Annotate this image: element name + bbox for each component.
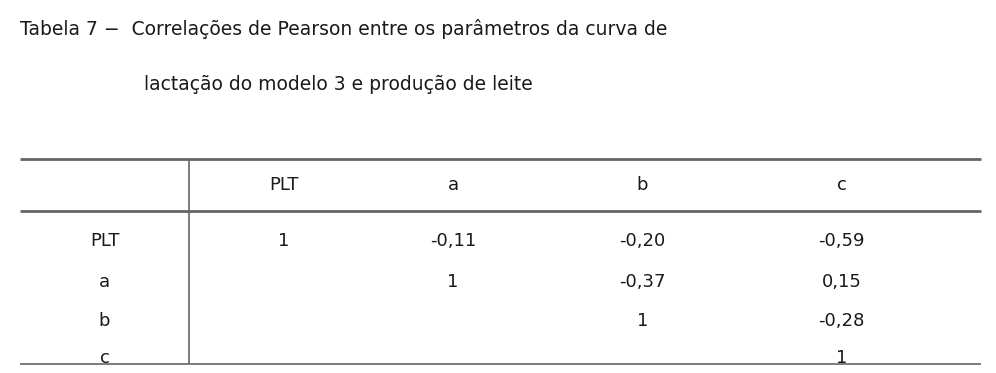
Text: PLT: PLT: [269, 176, 299, 194]
Text: a: a: [99, 273, 111, 291]
Text: -0,59: -0,59: [819, 232, 865, 250]
Text: 0,15: 0,15: [822, 273, 862, 291]
Text: Tabela 7 −  Correlações de Pearson entre os parâmetros da curva de: Tabela 7 − Correlações de Pearson entre …: [20, 19, 667, 39]
Text: c: c: [100, 349, 110, 367]
Text: PLT: PLT: [90, 232, 120, 250]
Text: lactação do modelo 3 e produção de leite: lactação do modelo 3 e produção de leite: [144, 75, 533, 94]
Text: a: a: [447, 176, 459, 194]
Text: 1: 1: [447, 273, 459, 291]
Text: -0,20: -0,20: [620, 232, 665, 250]
Text: c: c: [837, 176, 847, 194]
Text: b: b: [636, 176, 648, 194]
Text: -0,28: -0,28: [819, 312, 865, 330]
Text: 1: 1: [836, 349, 848, 367]
Text: 1: 1: [278, 232, 290, 250]
Text: -0,11: -0,11: [430, 232, 476, 250]
Text: 1: 1: [636, 312, 648, 330]
Text: b: b: [99, 312, 111, 330]
Text: -0,37: -0,37: [620, 273, 665, 291]
